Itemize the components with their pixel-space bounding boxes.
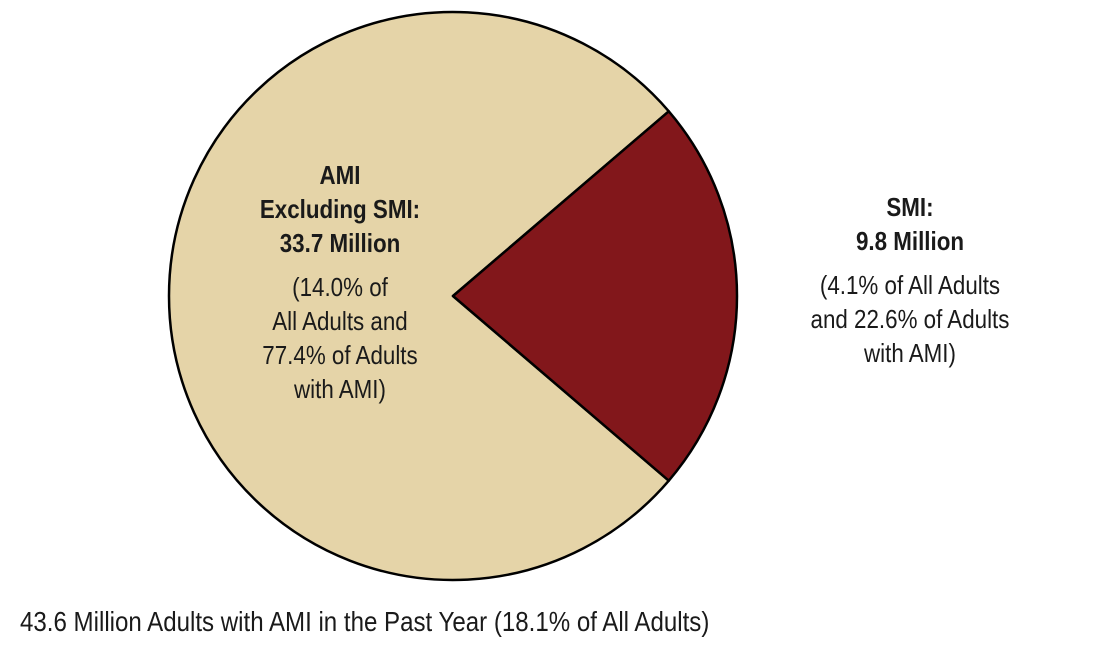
slice-detail-line: and 22.6% of Adults [810, 304, 1010, 334]
slice-title-line: SMI: [886, 192, 934, 222]
pie-slice-ami-excluding-smi [167, 10, 671, 582]
slice-label-ami-excluding-smi: AMI Excluding SMI: 33.7 Million (14.0% o… [233, 158, 448, 406]
slice-detail-line: All Adults and [272, 306, 408, 336]
slice-detail-line: (4.1% of All Adults [819, 270, 1001, 300]
slice-detail-line: with AMI) [864, 338, 956, 368]
slice-label-smi: SMI: 9.8 Million (4.1% of All Adults and… [781, 190, 1039, 370]
slice-value-line: 9.8 Million [855, 226, 965, 256]
slice-detail-line: 77.4% of Adults [262, 340, 418, 370]
pie-slice-smi [451, 110, 739, 482]
slice-title-line: AMI [319, 160, 361, 190]
slice-value-line: 33.7 Million [279, 228, 401, 258]
slice-title-line: Excluding SMI: [259, 194, 421, 224]
pie-slices [167, 10, 739, 582]
slice-detail-line: (14.0% of [292, 272, 388, 302]
slice-detail-line: with AMI) [294, 374, 386, 404]
chart-caption: 43.6 Million Adults with AMI in the Past… [20, 606, 710, 637]
